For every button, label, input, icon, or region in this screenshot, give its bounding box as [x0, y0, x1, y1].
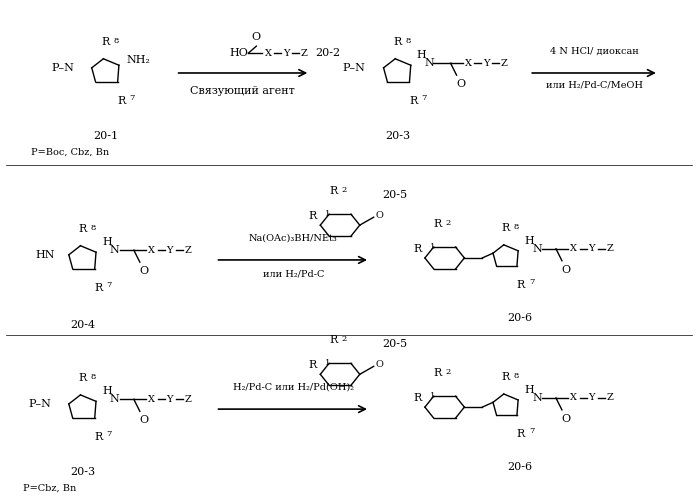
Text: O: O [561, 414, 570, 424]
Text: R: R [78, 224, 87, 234]
Text: R: R [413, 244, 422, 254]
Text: R: R [413, 393, 422, 403]
Text: 2: 2 [445, 219, 451, 227]
Text: 1: 1 [325, 210, 330, 218]
Text: 20-5: 20-5 [382, 340, 407, 349]
Text: 1: 1 [430, 392, 435, 400]
Text: 20-3: 20-3 [70, 467, 96, 477]
Text: X: X [465, 58, 472, 68]
Text: 4 N HCl/ диоксан: 4 N HCl/ диоксан [549, 47, 639, 56]
Text: 20-3: 20-3 [385, 130, 410, 140]
Text: HO: HO [230, 48, 248, 58]
Text: O: O [376, 360, 384, 369]
Text: H₂/Pd-C или H₂/Pd(OH)₂: H₂/Pd-C или H₂/Pd(OH)₂ [232, 382, 354, 391]
Text: 1: 1 [325, 360, 330, 368]
Text: 20-4: 20-4 [70, 320, 96, 330]
Text: 8: 8 [514, 223, 519, 231]
Text: X: X [148, 395, 155, 404]
Text: 20-6: 20-6 [507, 312, 533, 322]
Text: N: N [532, 393, 542, 403]
Text: 1: 1 [430, 243, 435, 251]
Text: H: H [417, 50, 426, 60]
Text: 7: 7 [529, 428, 534, 436]
Text: H: H [102, 386, 112, 396]
Text: 8: 8 [405, 37, 410, 45]
Text: Y: Y [483, 58, 490, 68]
Text: X: X [265, 48, 272, 58]
Text: Z: Z [184, 395, 191, 404]
Text: 20-5: 20-5 [382, 190, 407, 200]
Text: N: N [110, 245, 119, 255]
Text: 2: 2 [445, 368, 451, 376]
Text: 7: 7 [107, 430, 112, 438]
Text: O: O [376, 210, 384, 220]
Text: Y: Y [283, 48, 290, 58]
Text: X: X [148, 246, 155, 254]
Text: 20-1: 20-1 [94, 130, 119, 140]
Text: R: R [94, 432, 103, 442]
Text: 20-6: 20-6 [507, 462, 533, 472]
Text: R: R [78, 373, 87, 383]
Text: 7: 7 [529, 278, 534, 286]
Text: 2: 2 [341, 336, 346, 344]
Text: Y: Y [588, 244, 595, 254]
Text: P–N: P–N [51, 63, 74, 73]
Text: H: H [524, 236, 534, 246]
Text: Z: Z [607, 394, 614, 402]
Text: O: O [561, 264, 570, 274]
Text: R: R [517, 430, 525, 440]
Text: X: X [570, 244, 577, 254]
Text: R: R [94, 283, 103, 293]
Text: NH₂: NH₂ [127, 56, 151, 66]
Text: 20-2: 20-2 [315, 48, 340, 58]
Text: 7: 7 [130, 94, 135, 102]
Text: R: R [409, 96, 417, 106]
Text: H: H [102, 237, 112, 247]
Text: R: R [433, 219, 442, 229]
Text: Y: Y [166, 395, 173, 404]
Text: O: O [140, 416, 149, 426]
Text: P=Cbz, Bn: P=Cbz, Bn [23, 484, 77, 492]
Text: N: N [110, 394, 119, 404]
Text: 8: 8 [514, 372, 519, 380]
Text: 2: 2 [341, 186, 346, 194]
Text: Z: Z [607, 244, 614, 254]
Text: P–N: P–N [28, 399, 51, 409]
Text: R: R [101, 37, 110, 47]
Text: R: R [433, 368, 442, 378]
Text: Y: Y [588, 394, 595, 402]
Text: H: H [524, 385, 534, 395]
Text: X: X [570, 394, 577, 402]
Text: или H₂/Pd-C: или H₂/Pd-C [262, 270, 324, 279]
Text: R: R [329, 336, 337, 345]
Text: N: N [532, 244, 542, 254]
Text: N: N [424, 58, 434, 68]
Text: HN: HN [36, 250, 55, 260]
Text: R: R [329, 186, 337, 196]
Text: R: R [517, 280, 525, 290]
Text: R: R [393, 37, 401, 47]
Text: R: R [309, 211, 317, 221]
Text: Z: Z [184, 246, 191, 254]
Text: Z: Z [301, 48, 308, 58]
Text: Na(OAc)₃BH/NEt₃: Na(OAc)₃BH/NEt₃ [249, 233, 338, 242]
Text: R: R [502, 223, 510, 233]
Text: P–N: P–N [343, 63, 366, 73]
Text: R: R [502, 372, 510, 382]
Text: 8: 8 [91, 224, 96, 232]
Text: R: R [117, 96, 126, 106]
Text: 8: 8 [91, 373, 96, 381]
Text: Связующий агент: Связующий агент [190, 86, 295, 96]
Text: P=Boc, Cbz, Bn: P=Boc, Cbz, Bn [31, 148, 110, 156]
Text: 7: 7 [422, 94, 426, 102]
Text: O: O [140, 266, 149, 276]
Text: Y: Y [166, 246, 173, 254]
Text: O: O [252, 32, 261, 42]
Text: 7: 7 [107, 281, 112, 289]
Text: или H₂/Pd-C/MeOH: или H₂/Pd-C/MeOH [546, 81, 643, 90]
Text: R: R [309, 360, 317, 370]
Text: 8: 8 [113, 37, 119, 45]
Text: O: O [456, 79, 465, 89]
Text: Z: Z [501, 58, 508, 68]
